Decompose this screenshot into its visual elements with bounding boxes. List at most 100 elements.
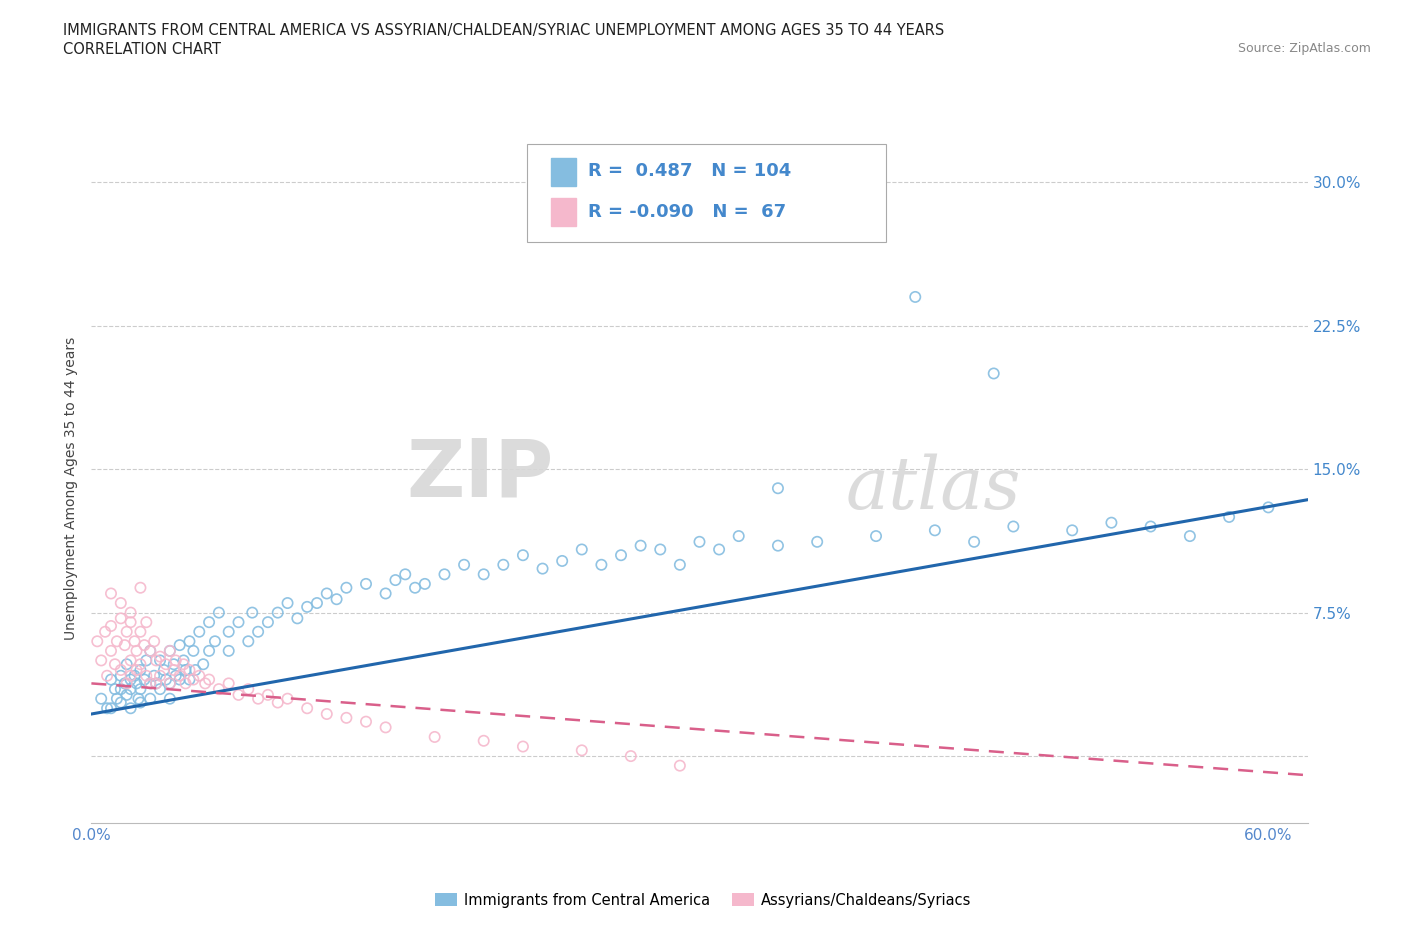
Point xyxy=(924,523,946,538)
Point xyxy=(179,662,201,677)
Point xyxy=(184,662,207,677)
Point xyxy=(100,701,122,716)
Point xyxy=(145,676,167,691)
Point xyxy=(354,577,377,591)
Text: atlas: atlas xyxy=(845,453,1021,524)
Point xyxy=(100,644,122,658)
Point xyxy=(238,634,260,649)
Point xyxy=(183,672,205,687)
Y-axis label: Unemployment Among Ages 35 to 44 years: Unemployment Among Ages 35 to 44 years xyxy=(65,337,79,640)
Point xyxy=(114,676,136,691)
Point xyxy=(134,672,156,687)
Point xyxy=(96,669,118,684)
Point xyxy=(669,557,692,572)
Point xyxy=(105,691,128,706)
Point xyxy=(110,682,132,697)
Point xyxy=(727,528,749,543)
Point xyxy=(153,662,176,677)
Point xyxy=(194,676,217,691)
Point xyxy=(143,669,166,684)
Point xyxy=(127,691,149,706)
Point xyxy=(115,687,138,702)
Point xyxy=(247,624,270,639)
Text: Source: ZipAtlas.com: Source: ZipAtlas.com xyxy=(1237,42,1371,55)
Point xyxy=(139,676,162,691)
Point xyxy=(149,653,172,668)
Point xyxy=(129,682,152,697)
Point xyxy=(129,624,152,639)
Point xyxy=(139,691,162,706)
Point xyxy=(983,366,1005,381)
Point xyxy=(159,644,181,658)
Point xyxy=(295,701,318,716)
Point xyxy=(173,657,195,671)
Point xyxy=(165,653,187,668)
Point xyxy=(571,743,593,758)
Point xyxy=(228,615,250,630)
Point xyxy=(139,644,162,658)
Point xyxy=(1062,523,1084,538)
Point xyxy=(110,595,132,610)
Point xyxy=(228,687,250,702)
Point xyxy=(120,615,142,630)
Point xyxy=(179,672,201,687)
Point xyxy=(354,714,377,729)
Point xyxy=(139,644,162,658)
Point xyxy=(610,548,633,563)
Point xyxy=(114,638,136,653)
Point xyxy=(124,669,146,684)
Point xyxy=(512,739,534,754)
Point xyxy=(90,691,112,706)
Point xyxy=(315,707,337,722)
Point xyxy=(198,672,221,687)
Text: CORRELATION CHART: CORRELATION CHART xyxy=(63,42,221,57)
Point xyxy=(165,669,187,684)
Point xyxy=(335,580,357,595)
Point xyxy=(125,662,148,677)
Point xyxy=(100,586,122,601)
Point xyxy=(208,605,231,620)
Point xyxy=(124,634,146,649)
Point xyxy=(179,634,201,649)
Point xyxy=(669,758,692,773)
Point xyxy=(204,634,226,649)
Point xyxy=(139,676,162,691)
Point xyxy=(650,542,672,557)
Point xyxy=(325,591,347,606)
Point xyxy=(277,595,299,610)
Point xyxy=(374,586,396,601)
Text: IMMIGRANTS FROM CENTRAL AMERICA VS ASSYRIAN/CHALDEAN/SYRIAC UNEMPLOYMENT AMONG A: IMMIGRANTS FROM CENTRAL AMERICA VS ASSYR… xyxy=(63,23,945,38)
Point xyxy=(163,657,186,671)
Text: R = -0.090   N =  67: R = -0.090 N = 67 xyxy=(588,203,786,221)
Point xyxy=(1139,519,1161,534)
Point xyxy=(1002,519,1025,534)
Point xyxy=(115,657,138,671)
Point xyxy=(1257,500,1279,515)
Point xyxy=(149,682,172,697)
Point xyxy=(571,542,593,557)
Point xyxy=(110,611,132,626)
Point xyxy=(591,557,613,572)
Legend: Immigrants from Central America, Assyrians/Chaldeans/Syriacs: Immigrants from Central America, Assyria… xyxy=(429,886,977,913)
Point xyxy=(120,701,142,716)
Point xyxy=(188,669,211,684)
Point xyxy=(143,634,166,649)
Point xyxy=(120,682,142,697)
Point xyxy=(374,720,396,735)
Point xyxy=(86,634,108,649)
Point xyxy=(295,600,318,615)
Point xyxy=(257,687,280,702)
Point xyxy=(100,618,122,633)
Point xyxy=(120,669,142,684)
Point xyxy=(169,669,191,684)
Point xyxy=(1178,528,1201,543)
Point xyxy=(277,691,299,706)
Point xyxy=(453,557,475,572)
Point xyxy=(159,691,181,706)
Point xyxy=(247,691,270,706)
Point xyxy=(963,535,986,550)
Point xyxy=(96,701,118,716)
Point xyxy=(169,638,191,653)
Point xyxy=(183,644,205,658)
Point xyxy=(105,634,128,649)
